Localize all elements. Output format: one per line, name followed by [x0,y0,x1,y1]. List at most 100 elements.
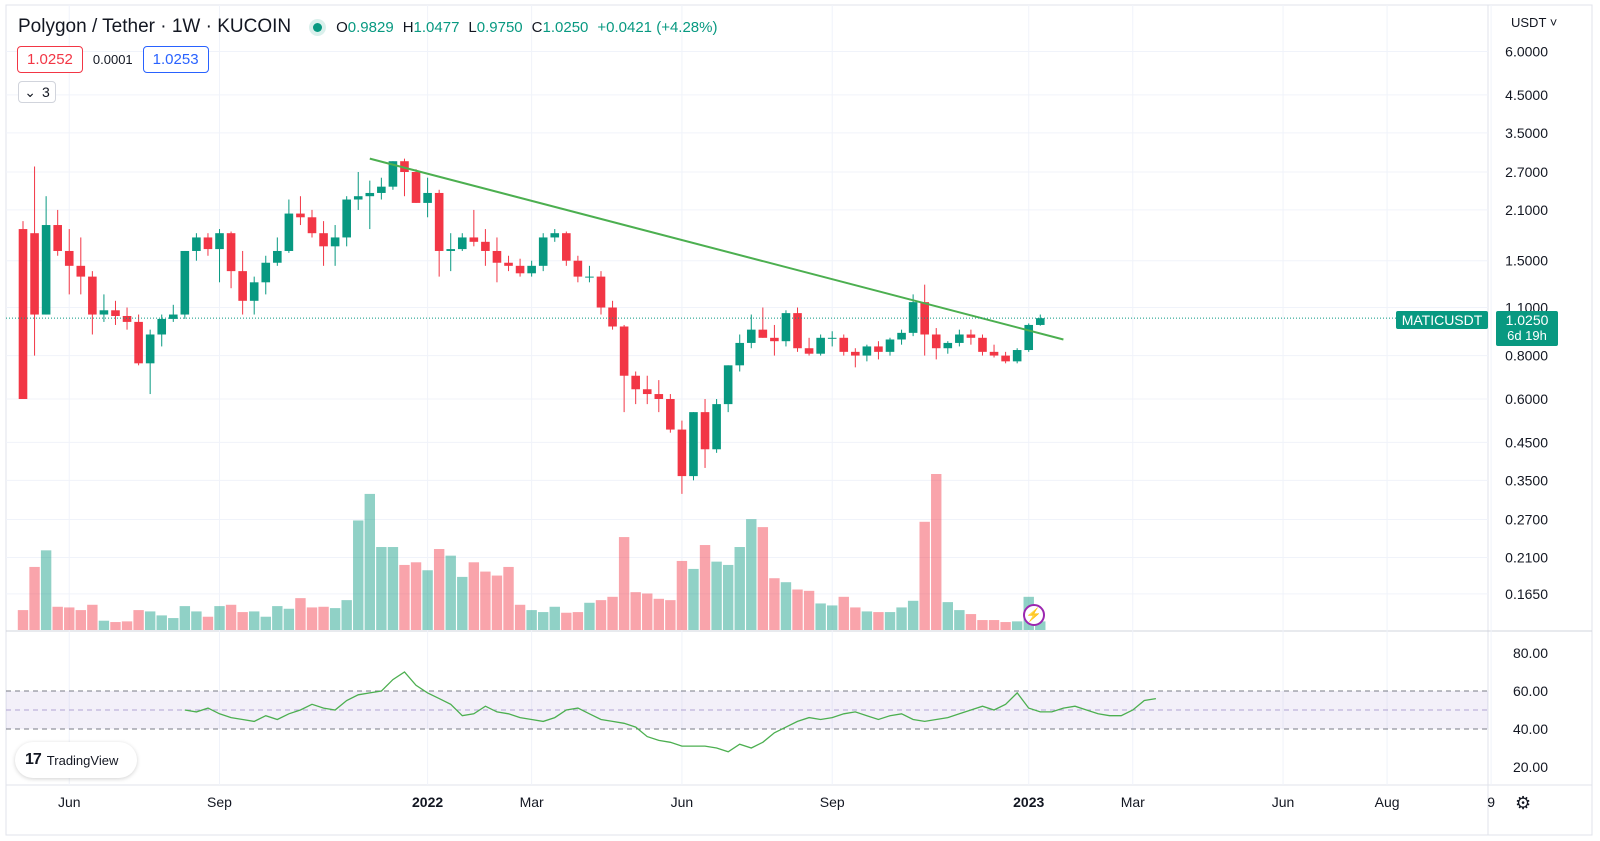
candle-body [261,262,271,283]
candle-body [64,250,74,266]
low-value: 0.9750 [476,18,523,36]
candle-body [307,217,317,234]
candle-body [388,161,398,187]
volume-bar [584,602,595,630]
symbol-title[interactable]: Polygon / Tether · 1W · KUCOIN [18,16,292,37]
volume-bar [468,562,480,630]
volume-bar [376,547,387,630]
volume-bar [237,612,248,630]
candle-body [955,334,964,343]
candle-body [1012,350,1022,362]
volume-bar [272,606,283,630]
price-tick-label: 0.1650 [1505,586,1548,602]
candle-body [434,192,444,251]
candle-body [596,276,606,308]
candle-body [770,337,779,342]
volume-bar [422,570,433,630]
time-tick-label: Sep [820,794,845,810]
volume-bar [803,590,815,630]
candle-body [1024,324,1034,351]
candle-body [562,233,571,261]
change-value: +0.0421 (+4.28%) [597,18,718,36]
candle-body [111,310,120,316]
candle-body [76,265,86,277]
volume-bar [283,608,295,630]
candle-body [192,237,201,251]
spread-value: 0.0001 [92,52,133,67]
volume-bar [52,606,63,630]
volume-bar [179,606,191,630]
volume-bar [64,607,75,630]
volume-bar [954,610,965,630]
time-tick-label: Sep [207,794,232,810]
candle-body [446,249,456,251]
volume-bar [40,550,52,630]
volume-bar [1011,621,1023,630]
candle-body [527,265,536,274]
volume-bar [514,604,526,630]
candle-body [804,348,814,354]
last-price-value: 1.0250 [1505,312,1549,328]
price-tick-label: 4.5000 [1505,87,1548,103]
candle-body [897,332,906,340]
candle-body [827,337,837,339]
candle-body [943,342,953,349]
open-value: 0.9829 [347,18,394,36]
candle-body [342,199,351,238]
volume-bar [734,547,745,630]
volume-bar [1035,621,1046,630]
tradingview-logo[interactable]: 17 TradingView [15,742,137,778]
volume-bar [110,622,121,630]
candle-body [723,365,733,405]
volume-bar [191,611,202,630]
volume-bar [873,612,884,630]
candle-body [689,412,698,477]
price-tick-label: 0.3500 [1505,472,1548,488]
volume-bar [410,562,422,630]
symbol-header: Polygon / Tether · 1W · KUCOIN O0.9829 H… [18,14,717,40]
rsi-tick-label: 20.00 [1513,759,1548,775]
close-label: C [531,18,543,36]
volume-bar [630,592,641,630]
indicators-collapse-button[interactable]: ⌄ 3 [18,81,56,103]
volume-bar [942,602,953,630]
volume-bar [329,608,341,630]
candle-body [330,237,340,247]
buy-price-button[interactable]: 1.0253 [142,46,209,73]
volume-bar [618,537,630,630]
sell-price-button[interactable]: 1.0252 [17,46,83,73]
time-tick-label: Aug [1375,794,1400,810]
candle-body [400,161,409,172]
time-tick-label: 2023 [1013,794,1044,810]
time-tick-label: Jun [671,794,694,810]
time-tick-label: Mar [520,794,544,810]
volume-bar [838,596,849,630]
volume-bar [572,612,584,630]
candle-body [608,307,617,327]
price-tick-label: 1.5000 [1505,253,1548,269]
price-tick-label: 0.2100 [1505,549,1548,565]
bar-countdown: 6d 19h [1507,328,1547,343]
lightning-icon[interactable]: ⚡ [1023,604,1045,626]
candle-body [134,321,143,364]
candle-body [157,318,167,335]
price-tick-label: 0.4500 [1505,434,1548,450]
candle-body [908,302,918,333]
rsi-line [184,671,1157,753]
candle-body [53,225,62,251]
volume-bar [607,596,618,630]
candle-body [353,196,363,200]
high-label: H [402,18,414,36]
candle-body [515,265,525,274]
gear-icon[interactable]: ⚙ [1515,793,1532,813]
high-value: 1.0477 [413,18,460,36]
close-value: 1.0250 [542,18,589,36]
volume-bar [225,604,237,630]
volume-bar [202,616,214,630]
currency-selector[interactable]: USDT ˅ [1511,15,1557,30]
candle-body [758,329,768,338]
candle-body [377,186,386,193]
candle-body [885,339,895,352]
